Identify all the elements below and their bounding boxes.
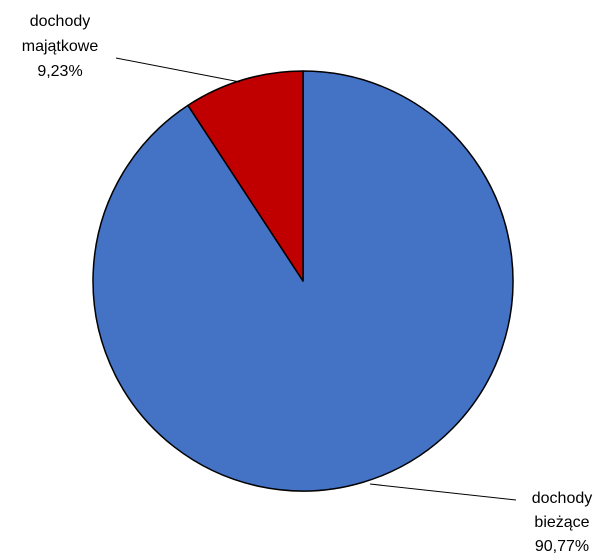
leader-line-dochody-biezace xyxy=(369,483,517,501)
pie-slices xyxy=(92,70,514,492)
data-label-category-line2: majątkowe xyxy=(22,38,99,55)
data-label-category-line1: dochody xyxy=(30,13,91,30)
data-label-dochody-majatkowe: dochody majątkowe 9,23% xyxy=(22,13,99,80)
data-label-category-line2: bieżące xyxy=(534,514,589,531)
pie-slice-dochody-majatkowe xyxy=(187,70,304,282)
data-label-value: 90,77% xyxy=(535,538,589,555)
data-label-value: 9,23% xyxy=(37,63,82,80)
data-label-dochody-biezace: dochody bieżące 90,77% xyxy=(532,490,593,555)
leader-line-dochody-majatkowe xyxy=(115,57,241,83)
data-label-category-line1: dochody xyxy=(532,490,593,507)
